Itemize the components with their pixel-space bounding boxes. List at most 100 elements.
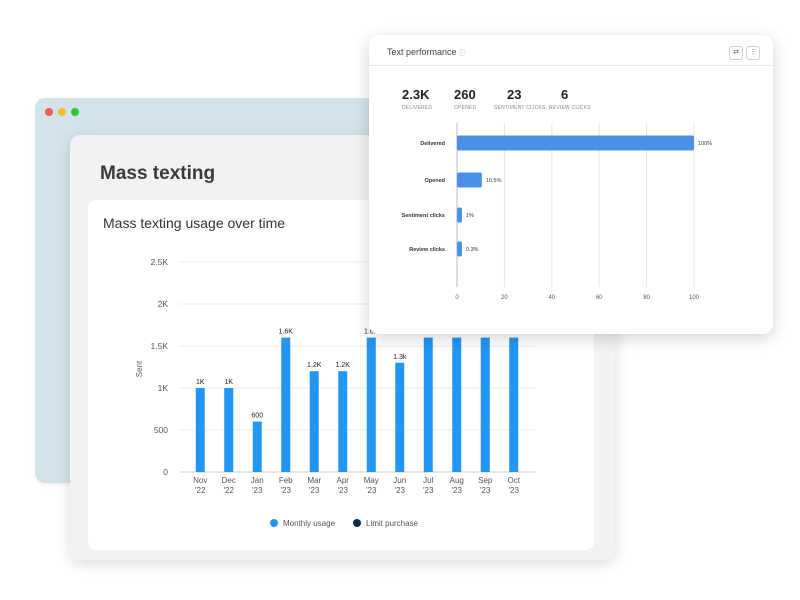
x-tick-month: Feb [279, 476, 293, 485]
usage-bar [309, 371, 319, 472]
perf-x-tick-label: 40 [548, 295, 555, 301]
x-tick-month: Apr [337, 476, 350, 485]
stat-opened: 260 OPENED [454, 87, 476, 111]
y-tick-label: 500 [154, 425, 168, 435]
perf-card-title: Text performance ⓘ [387, 47, 466, 58]
x-tick-year: '22 [224, 486, 235, 495]
legend-swatch [270, 519, 278, 527]
perf-x-tick-label: 0 [455, 295, 459, 301]
stat-delivered: 2.3K DELIVERED [402, 87, 432, 111]
perf-x-tick-label: 20 [501, 295, 508, 301]
bar-data-label: 1K [196, 379, 205, 386]
perf-category-label: Review clicks [409, 247, 445, 253]
stat-sentiment-clicks: 23 SENTIMENT CLICKS [494, 87, 545, 111]
x-tick-month: Jul [423, 476, 433, 485]
x-tick-year: '23 [309, 486, 320, 495]
x-tick-year: '23 [366, 486, 377, 495]
y-axis-label: Sent [135, 360, 144, 377]
bar-data-label: 1K [224, 379, 233, 386]
perf-category-label: Sentiment clicks [402, 213, 445, 219]
perf-bar [457, 172, 482, 188]
usage-bar [480, 337, 490, 472]
x-tick-month: Oct [508, 476, 521, 485]
perf-title-text: Text performance [387, 47, 457, 57]
x-tick-month: Aug [450, 476, 464, 485]
x-tick-year: '23 [395, 486, 406, 495]
minimize-window-dot[interactable] [58, 108, 66, 116]
x-tick-year: '22 [195, 486, 206, 495]
usage-bar-chart: 2.5K2K1.5K1K5000Sent1KNov'221KDec'22600J… [135, 257, 536, 528]
legend-swatch [353, 519, 361, 527]
perf-category-label: Opened [425, 178, 445, 184]
perf-data-label: 100% [698, 141, 712, 147]
perf-x-tick-label: 100 [689, 295, 700, 301]
bar-data-label: 1.2K [307, 362, 322, 369]
stat-label: OPENED [454, 105, 477, 111]
legend-label: Limit purchase [366, 519, 419, 528]
chart-title: Mass texting usage over time [103, 215, 286, 231]
page-title: Mass texting [100, 163, 216, 184]
y-tick-label: 0 [163, 467, 168, 477]
bar-data-label: 1.3k [393, 354, 407, 361]
x-tick-month: Nov [193, 476, 207, 485]
usage-bar [252, 421, 262, 472]
x-tick-month: Jun [393, 476, 406, 485]
usage-bar [224, 388, 234, 472]
stat-value: 260 [454, 87, 476, 102]
perf-data-label: 1% [466, 213, 474, 219]
stat-value: 23 [507, 87, 522, 102]
y-tick-label: 1.5K [151, 341, 169, 351]
perf-bar [457, 241, 462, 257]
text-performance-card: Text performance ⓘ ⇄ ⋮ 2.3K DELIVERED 260… [369, 35, 773, 334]
text-performance-bar-chart: 0 20 40 60 80 100 Delivered 100% Opened 10.5% Sent… [402, 123, 712, 301]
stat-label: REVIEW CLICKS [549, 105, 591, 111]
stat-label: SENTIMENT CLICKS [494, 105, 546, 111]
perf-x-tick-label: 80 [643, 295, 650, 301]
usage-bar [452, 337, 462, 472]
filter-settings-icon[interactable]: ⇄ [729, 46, 743, 60]
legend-label: Monthly usage [283, 519, 336, 528]
stat-label: DELIVERED [402, 105, 433, 111]
stat-review-clicks: 6 REVIEW CLICKS [549, 87, 591, 111]
x-tick-month: Dec [222, 476, 236, 485]
y-tick-label: 1K [158, 383, 169, 393]
perf-data-label: 0.3% [466, 247, 479, 253]
close-window-dot[interactable] [45, 108, 53, 116]
stat-value: 2.3K [402, 87, 430, 102]
perf-header-divider [369, 65, 773, 66]
usage-bar [423, 337, 433, 472]
usage-bar [395, 362, 405, 472]
usage-bar [509, 337, 519, 472]
usage-bar [338, 371, 348, 472]
stat-value: 6 [561, 87, 569, 102]
x-tick-year: '23 [252, 486, 263, 495]
perf-bar [457, 135, 694, 151]
bar-data-label: 1.6K [279, 329, 294, 336]
perf-x-tick-label: 60 [596, 295, 603, 301]
x-tick-month: Mar [307, 476, 321, 485]
x-tick-year: '23 [423, 486, 434, 495]
x-tick-month: Sep [478, 476, 493, 485]
usage-bar [195, 388, 205, 472]
x-tick-month: Jan [251, 476, 264, 485]
x-tick-month: May [364, 476, 379, 485]
window-controls [45, 108, 79, 116]
x-tick-year: '23 [452, 486, 463, 495]
bar-data-label: 1.6K [364, 329, 379, 336]
x-tick-year: '23 [480, 486, 491, 495]
perf-bar [457, 207, 462, 223]
usage-bar [281, 337, 291, 472]
info-icon[interactable]: ⓘ [458, 50, 466, 57]
x-tick-year: '23 [509, 486, 520, 495]
bar-data-label: 600 [251, 413, 263, 420]
bar-data-label: 1.2K [336, 362, 351, 369]
y-tick-label: 2.5K [151, 257, 169, 267]
perf-category-label: Delivered [420, 141, 445, 147]
y-tick-label: 2K [158, 299, 169, 309]
usage-bar [366, 337, 376, 472]
maximize-window-dot[interactable] [71, 108, 79, 116]
x-tick-year: '23 [338, 486, 349, 495]
perf-data-label: 10.5% [486, 178, 502, 184]
x-tick-year: '23 [281, 486, 292, 495]
more-options-icon[interactable]: ⋮ [746, 46, 760, 60]
